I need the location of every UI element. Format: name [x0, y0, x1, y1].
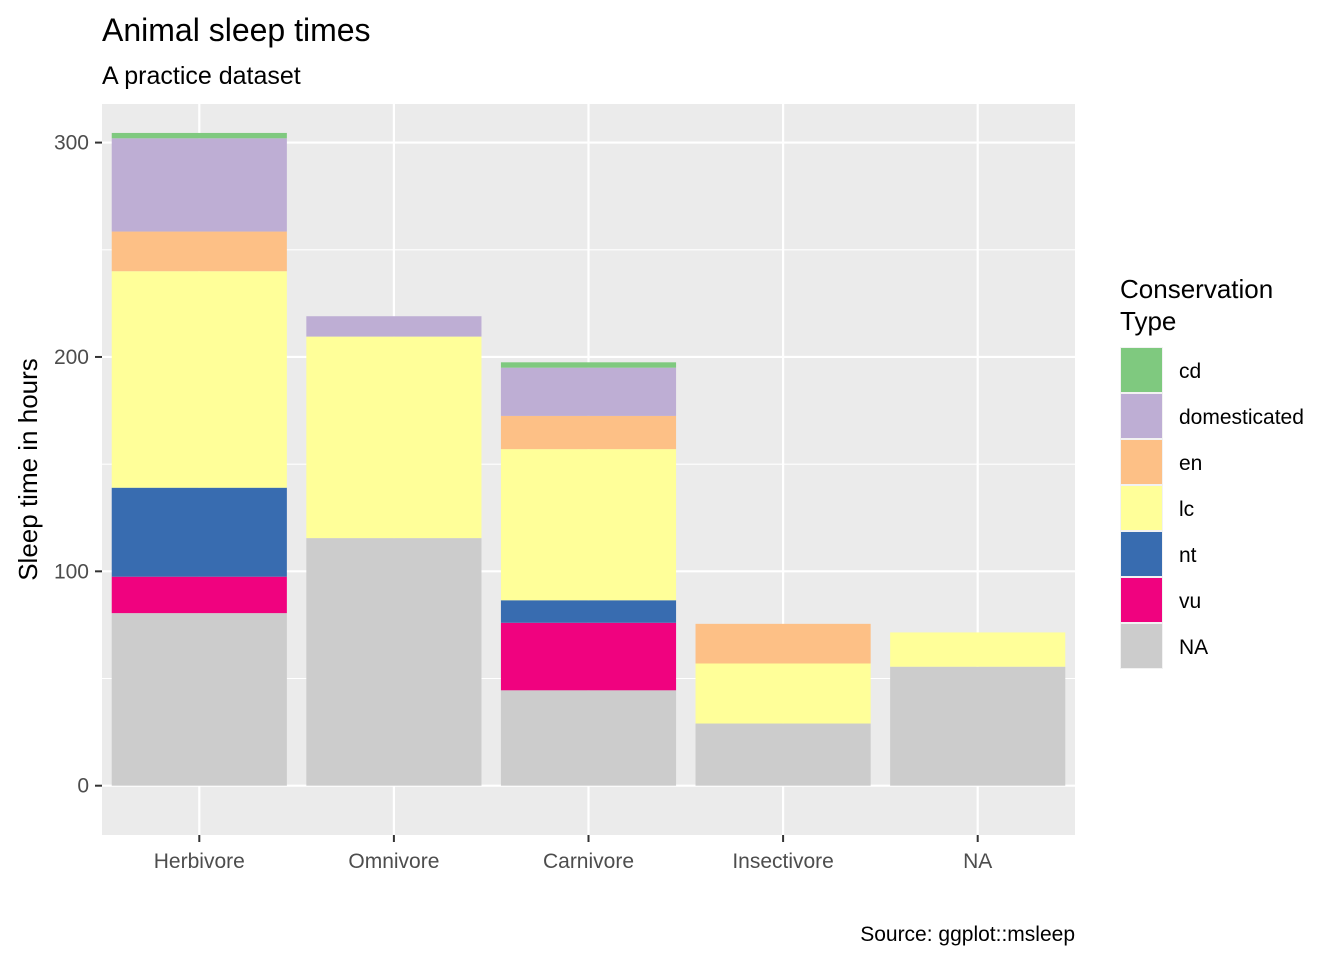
- legend-title-line-1: Conservation: [1120, 274, 1273, 304]
- legend-swatch-domesticated: [1121, 394, 1162, 438]
- y-axis: 0 100 200 300: [54, 132, 102, 798]
- legend-swatch-na: [1121, 624, 1162, 668]
- bar-segment-carnivore-na: [500, 690, 677, 786]
- legend-items: cd domesticated en lc nt vu NA: [1120, 347, 1304, 669]
- y-tick-label: 200: [54, 346, 89, 369]
- legend-title-line-2: Type: [1120, 306, 1176, 336]
- legend-label-domesticated: domesticated: [1179, 406, 1304, 429]
- legend-label-cd: cd: [1179, 360, 1201, 383]
- bar-segment-carnivore-cd: [500, 362, 677, 368]
- x-tick-label: Insectivore: [732, 850, 834, 873]
- legend-swatch-nt: [1121, 532, 1162, 576]
- bar-segment-herbivore-vu: [111, 576, 287, 614]
- bar-segment-herbivore-domesticated: [111, 138, 287, 232]
- bar-segment-insectivore-na: [695, 723, 871, 786]
- x-tick-label: NA: [963, 850, 992, 873]
- legend-label-vu: vu: [1179, 590, 1201, 613]
- bar-segment-omnivore-domesticated: [306, 316, 482, 337]
- bar-segment-herbivore-cd: [111, 132, 287, 139]
- y-tick-label: 0: [77, 775, 89, 798]
- legend: Conservation Type cd domesticated en lc nt vu…: [1120, 274, 1304, 669]
- x-tick-label: Omnivore: [348, 850, 439, 873]
- chart-title: Animal sleep times: [102, 12, 371, 48]
- y-tick-label: 300: [54, 132, 89, 155]
- x-axis: Herbivore Omnivore Carnivore Insectivore NA: [154, 835, 992, 873]
- y-tick-label: 100: [54, 560, 89, 583]
- bar-segment-herbivore-nt: [111, 487, 287, 577]
- bar-segment-carnivore-nt: [500, 600, 677, 623]
- legend-label-en: en: [1179, 452, 1202, 475]
- bar-segment-omnivore-na: [306, 538, 482, 786]
- bar-segment-carnivore-domesticated: [500, 367, 677, 416]
- legend-swatch-cd: [1121, 348, 1162, 392]
- y-axis-title: Sleep time in hours: [13, 358, 43, 581]
- bars: [111, 132, 1066, 786]
- legend-swatch-vu: [1121, 578, 1162, 622]
- bar-segment-carnivore-en: [500, 415, 677, 450]
- bar-segment-na-lc: [890, 632, 1066, 667]
- chart-subtitle: A practice dataset: [102, 62, 301, 90]
- x-tick-label: Carnivore: [543, 850, 634, 873]
- legend-label-na: NA: [1179, 636, 1208, 659]
- bar-segment-herbivore-na: [111, 613, 287, 786]
- bar-segment-herbivore-lc: [111, 271, 287, 488]
- chart-caption: Source: ggplot::msleep: [860, 923, 1075, 946]
- legend-label-lc: lc: [1179, 498, 1194, 521]
- legend-swatch-lc: [1121, 486, 1162, 530]
- legend-swatch-en: [1121, 440, 1162, 484]
- bar-segment-insectivore-lc: [695, 663, 871, 724]
- x-tick-label: Herbivore: [154, 850, 245, 873]
- bar-segment-na-na: [890, 666, 1066, 786]
- bar-segment-carnivore-vu: [500, 622, 677, 691]
- bar-segment-omnivore-lc: [306, 336, 482, 539]
- bar-segment-insectivore-en: [695, 623, 871, 664]
- legend-label-nt: nt: [1179, 544, 1197, 567]
- bar-segment-carnivore-lc: [500, 449, 677, 601]
- bar-segment-herbivore-en: [111, 231, 287, 272]
